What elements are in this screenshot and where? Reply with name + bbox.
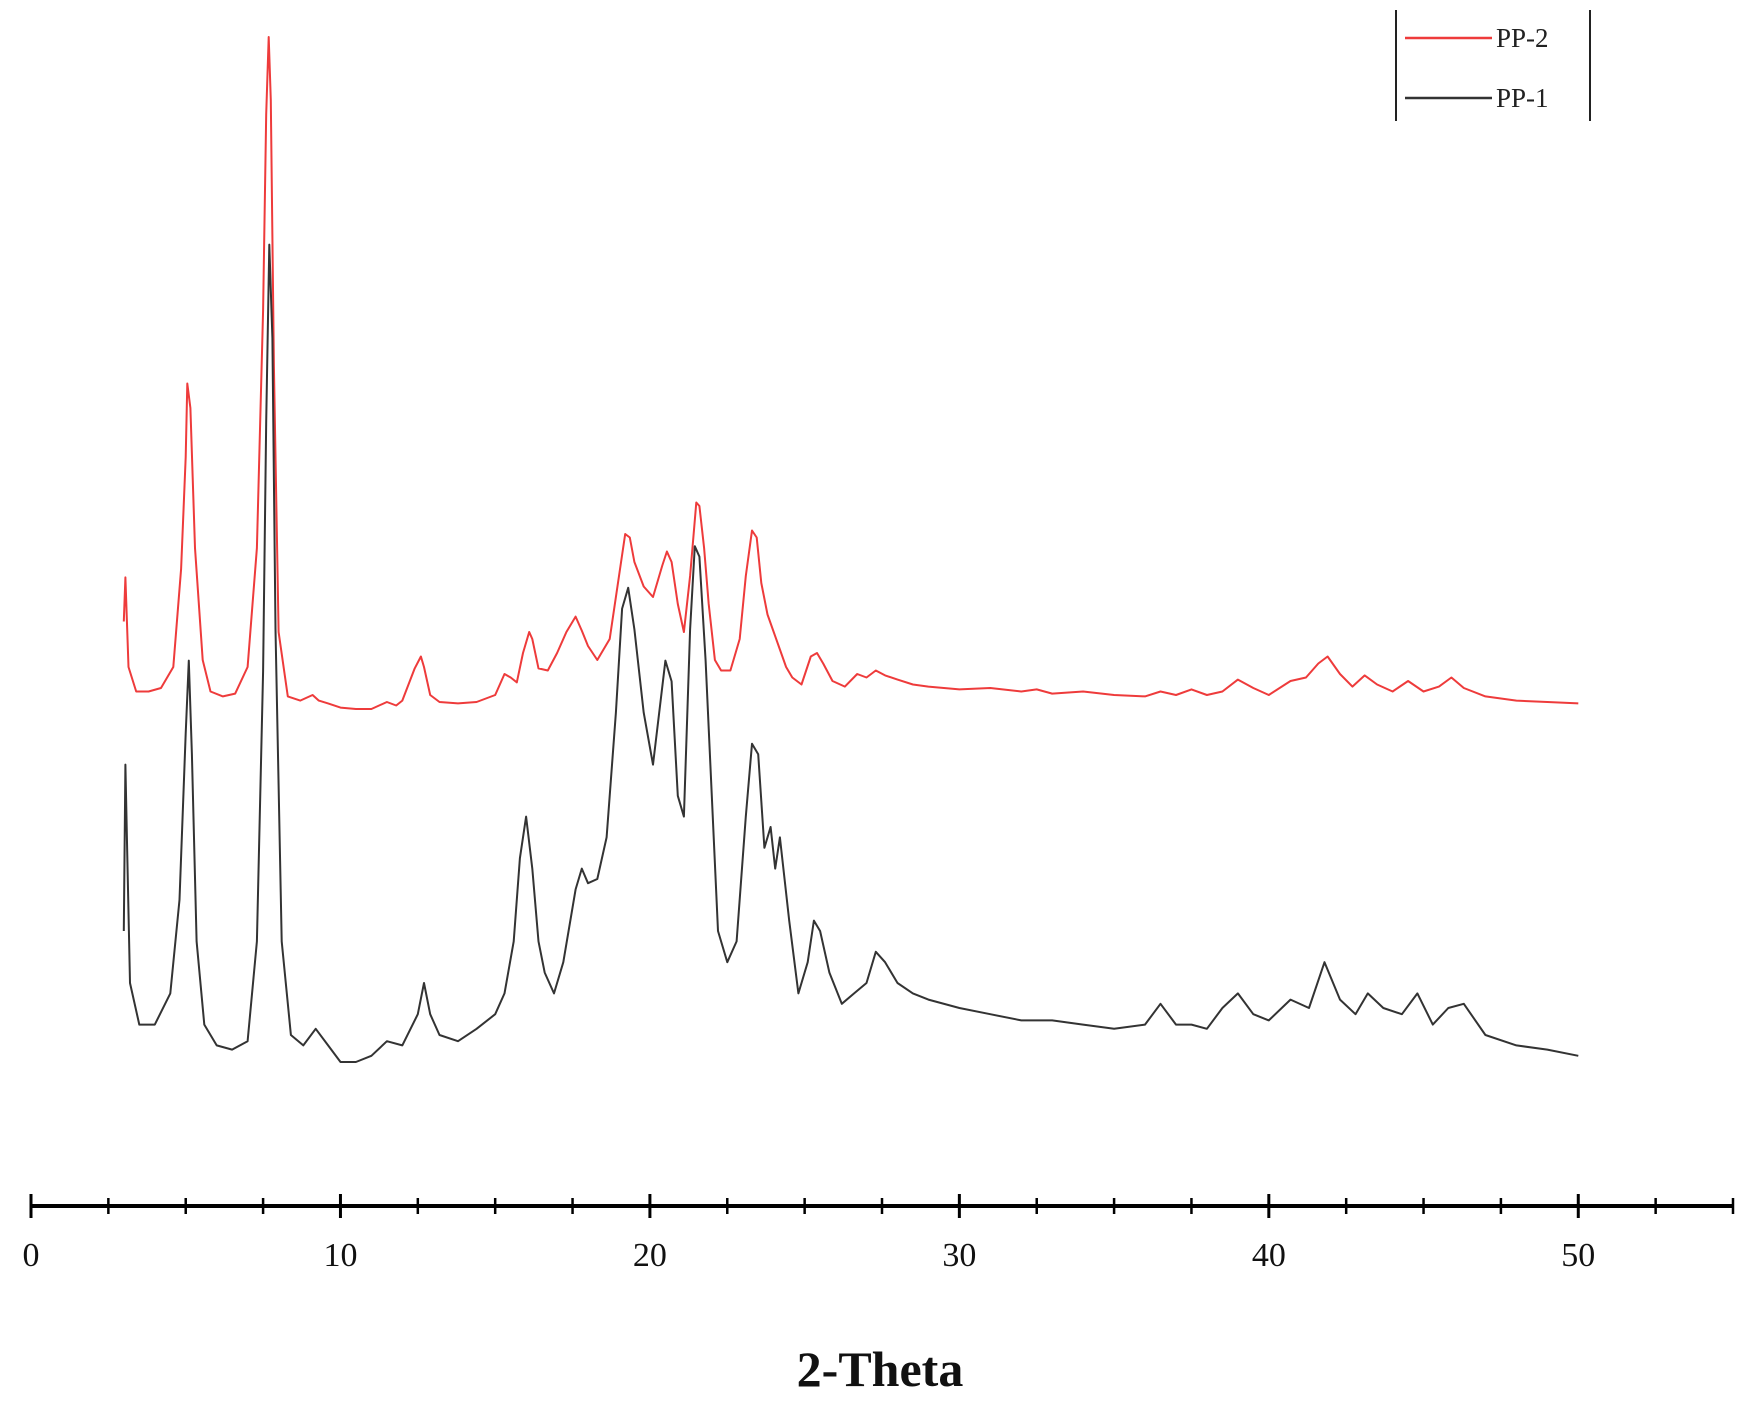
x-axis: 0 10 20 30 40 50 2-Theta (23, 1194, 1735, 1397)
legend-label-pp-1: PP-1 (1496, 83, 1549, 113)
x-tick-label: 30 (942, 1237, 976, 1274)
x-axis-title: 2-Theta (797, 1341, 964, 1397)
x-tick-label: 0 (23, 1237, 40, 1274)
plot-lines (122, 36, 1579, 1063)
x-tick-label: 10 (323, 1237, 357, 1274)
x-tick-label: 20 (633, 1237, 667, 1274)
series-line-pp-2 (122, 36, 1579, 710)
x-tick-labels: 0 10 20 30 40 50 (23, 1237, 1596, 1274)
legend-label-pp-2: PP-2 (1496, 23, 1549, 53)
x-ticks (29, 1194, 1735, 1218)
x-tick-label: 40 (1252, 1237, 1286, 1274)
legend: PP-2 PP-1 (1395, 10, 1591, 121)
x-tick-label: 50 (1561, 1237, 1595, 1274)
series-line-pp-1 (122, 243, 1579, 1063)
